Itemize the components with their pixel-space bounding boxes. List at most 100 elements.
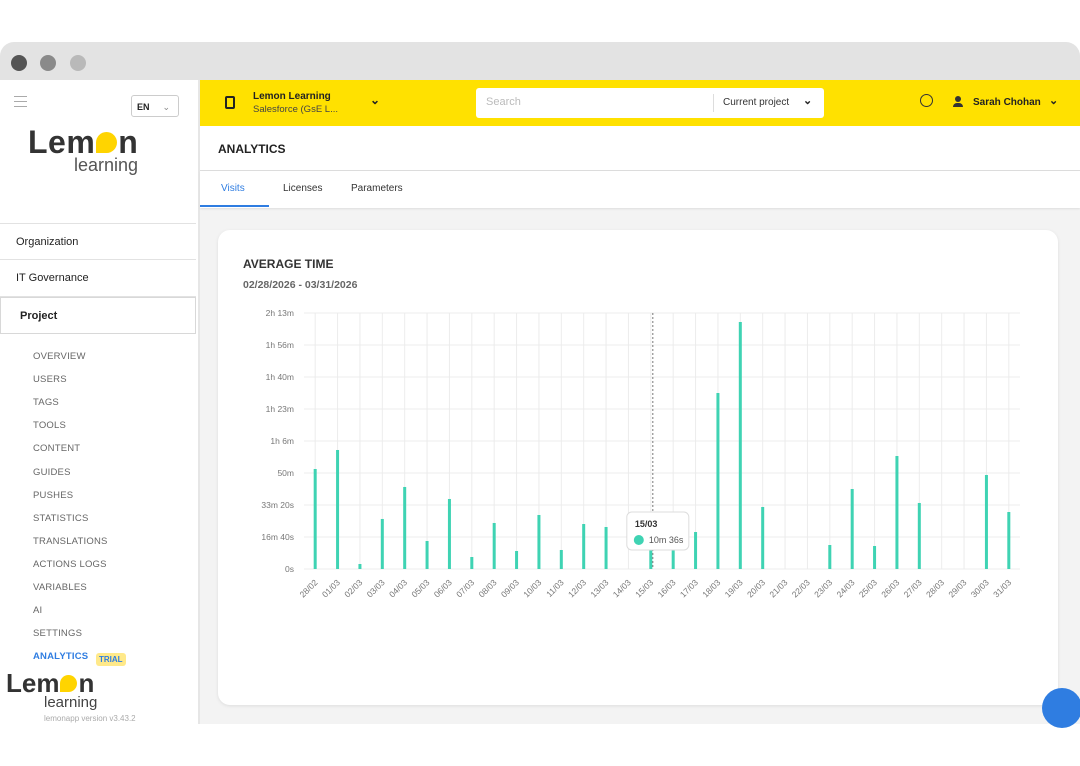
x-tick-label: 26/03 [879, 577, 901, 599]
bar [984, 474, 988, 569]
bar [1007, 512, 1011, 569]
search-placeholder[interactable]: Search [486, 96, 521, 108]
search-box[interactable] [476, 88, 824, 118]
bar [671, 549, 675, 569]
tab[interactable]: Licenses [283, 183, 323, 194]
bar [582, 524, 586, 569]
date-range: 02/28/2026 - 03/31/2026 [243, 279, 358, 291]
subnav-item[interactable]: USERS [33, 374, 67, 386]
subnav-item[interactable]: TAGS [33, 397, 59, 409]
bar [850, 489, 854, 569]
subnav-item[interactable]: TOOLS [33, 420, 67, 432]
tab[interactable]: Parameters [351, 183, 403, 194]
subnav-item[interactable]: VARIABLES [33, 582, 87, 593]
subnav-item[interactable]: GUIDES [33, 466, 71, 478]
logo-text: Lem [28, 124, 96, 160]
subnav-item[interactable]: OVERVIEW [33, 351, 86, 362]
x-tick-label: 28/02 [297, 577, 319, 599]
footer-logo: Lem n [6, 668, 94, 699]
x-tick-label: 13/03 [588, 577, 610, 599]
subnav-item[interactable]: PUSHES [33, 489, 74, 501]
card-title: AVERAGE TIME [243, 257, 334, 271]
bar [336, 449, 340, 569]
x-tick-label: 21/03 [767, 577, 789, 599]
logo-text: n [118, 124, 139, 160]
logo-text: n [78, 668, 95, 698]
tooltip-title: 15/03 [635, 519, 658, 529]
x-tick-label: 08/03 [476, 577, 498, 599]
x-tick-label: 12/03 [566, 577, 588, 599]
workspace-icon [225, 96, 235, 109]
bar [470, 557, 474, 569]
y-tick-label: 1h 40m [266, 372, 294, 382]
x-tick-label: 01/03 [320, 577, 342, 599]
nav-item-active[interactable]: Project [0, 297, 196, 334]
subnav-item[interactable]: CONTENT [33, 443, 81, 455]
bar [917, 502, 921, 569]
bar [537, 514, 541, 569]
bar [403, 486, 407, 569]
x-tick-label: 09/03 [499, 577, 521, 599]
bar [492, 522, 496, 569]
bar [761, 506, 765, 569]
x-tick-label: 16/03 [655, 577, 677, 599]
sidebar [0, 80, 200, 724]
y-tick-label: 1h 23m [266, 404, 294, 414]
subnav-item[interactable]: TRANSLATIONS [33, 535, 108, 547]
version: lemonapp version v3.43.2 [44, 714, 136, 723]
chevron[interactable]: ⌄ [370, 93, 381, 107]
browser-bar [0, 42, 1080, 80]
bar [895, 456, 899, 569]
user-icon [953, 96, 963, 108]
tooltip-value: 10m 36s [649, 535, 684, 545]
subnav-item[interactable]: SETTINGS [33, 628, 83, 640]
nav-item[interactable]: IT Governance [0, 260, 196, 297]
bar [425, 541, 429, 569]
bar [649, 548, 653, 569]
subnav-item[interactable]: ANALYTICS [33, 651, 89, 663]
x-tick-label: 04/03 [387, 577, 409, 599]
tooltip-swatch [633, 535, 644, 545]
language-select[interactable]: EN ⌄ [131, 95, 179, 117]
bar [358, 564, 362, 569]
divider [713, 94, 714, 112]
bar [716, 393, 720, 569]
x-tick-label: 30/03 [969, 577, 991, 599]
window-dot[interactable] [11, 55, 27, 71]
chart-card [218, 230, 1058, 705]
logo: Lem n [28, 124, 138, 161]
x-tick-label: 14/03 [611, 577, 633, 599]
chevron[interactable]: ⌄ [803, 95, 813, 107]
bar [828, 545, 832, 569]
help-bubble[interactable] [1042, 688, 1080, 728]
nav-item[interactable]: Organization [0, 223, 196, 260]
y-tick-label: 50m [277, 468, 294, 478]
y-tick-label: 2h 13m [266, 308, 294, 318]
workspace-sub[interactable]: Salesforce (GsE L... [253, 104, 339, 115]
tab-bar [200, 171, 1080, 208]
window-dot[interactable] [70, 55, 86, 71]
y-tick-label: 33m 20s [261, 500, 294, 510]
x-tick-label: 03/03 [365, 577, 387, 599]
scope-select[interactable]: Current project [723, 97, 790, 108]
menu-icon[interactable] [14, 96, 27, 107]
bar [313, 469, 317, 569]
subnav-item[interactable]: AI [33, 605, 43, 617]
subnav-item[interactable]: ACTIONS LOGS [33, 558, 107, 570]
x-tick-label: 17/03 [678, 577, 700, 599]
window-dot[interactable] [40, 55, 56, 71]
user-name[interactable]: Sarah Chohan [973, 97, 1041, 108]
y-tick-label: 0s [285, 564, 294, 574]
page-title: ANALYTICS [218, 142, 286, 156]
x-tick-label: 24/03 [834, 577, 856, 599]
tab-active[interactable]: Visits [221, 183, 245, 194]
chevron[interactable]: ⌄ [1049, 95, 1059, 107]
bar [515, 550, 519, 569]
x-tick-label: 25/03 [857, 577, 879, 599]
subnav-item[interactable]: STATISTICS [33, 512, 89, 524]
workspace-name[interactable]: Lemon Learning [253, 91, 331, 102]
bar [694, 532, 698, 569]
feedback-icon[interactable] [920, 94, 933, 107]
